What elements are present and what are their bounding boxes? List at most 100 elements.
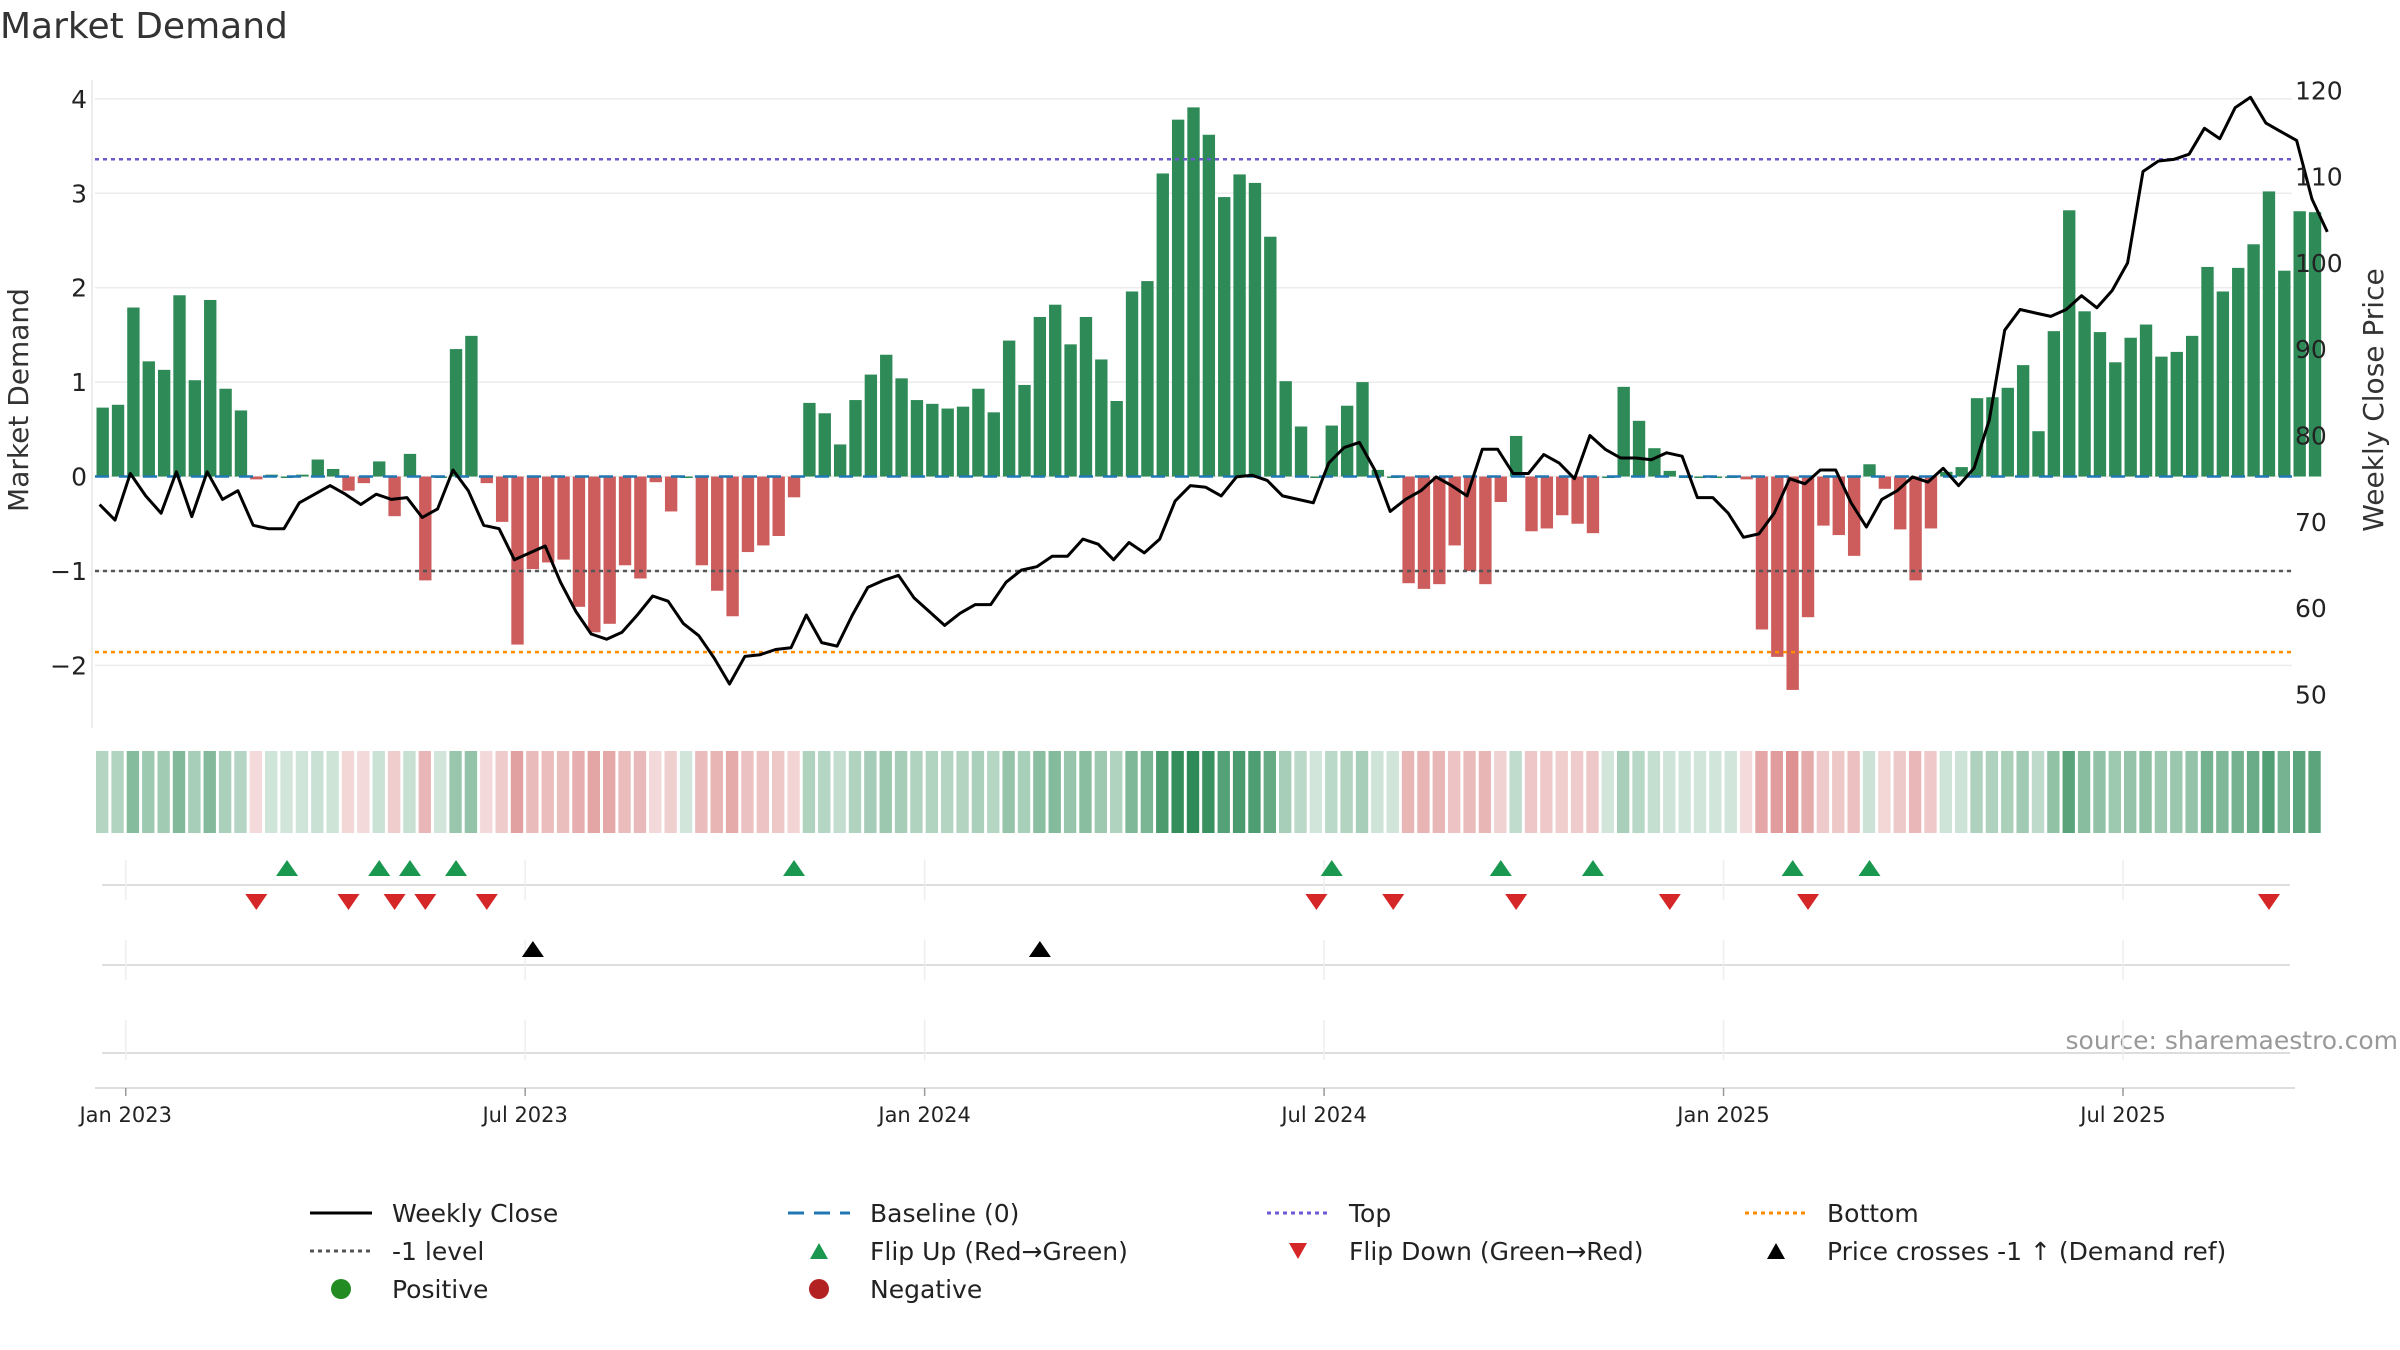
- demand-bar: [864, 374, 878, 477]
- x-tick-label: Jan 2024: [876, 1103, 971, 1127]
- heat-cell: [956, 751, 969, 833]
- demand-bar: [1878, 476, 1892, 489]
- flip-up-marker: [1781, 860, 1804, 876]
- price-cross-marker: [521, 941, 544, 957]
- heat-cell: [1524, 751, 1538, 833]
- flip-up-marker: [1489, 860, 1512, 876]
- heat-cell: [725, 751, 739, 833]
- heat-cell: [848, 751, 862, 833]
- demand-bar: [403, 453, 417, 477]
- heat-cell: [265, 751, 278, 833]
- reference-lines: [95, 158, 2292, 654]
- demand-bar: [2093, 332, 2107, 477]
- y-tick-label: −1: [50, 557, 87, 586]
- demand-bar: [2308, 212, 2322, 477]
- marker-panel-frames: [95, 860, 2295, 1089]
- heat-cell: [1494, 751, 1507, 833]
- demand-bar: [480, 476, 493, 484]
- demand-bar: [2001, 387, 2014, 477]
- demand-bar: [526, 476, 540, 570]
- legend-dotted-line-icon: [1267, 1211, 1329, 1215]
- demand-bar: [1817, 476, 1830, 526]
- demand-bar: [2232, 267, 2245, 477]
- heat-cell: [1601, 751, 1614, 833]
- heat-cell: [541, 751, 554, 833]
- x-tick-label: Jul 2024: [1279, 1103, 1366, 1127]
- legend-dotted-line-icon: [1745, 1211, 1807, 1215]
- heat-cell: [695, 751, 708, 833]
- heat-cell: [188, 751, 201, 833]
- demand-bar: [772, 476, 785, 537]
- legend-label: Top: [1349, 1198, 1392, 1228]
- legend-item-price-cross: Price crosses -1 ↑ (Demand ref): [1745, 1233, 2226, 1269]
- heat-cell: [1371, 751, 1384, 833]
- legend-line-icon: [310, 1211, 372, 1215]
- circle-icon: [331, 1279, 351, 1299]
- demand-bar: [833, 444, 847, 477]
- demand-bar: [1417, 476, 1431, 589]
- demand-bar: [219, 388, 232, 477]
- demand-bar: [664, 476, 678, 512]
- y2-tick-label: 100: [2295, 249, 2343, 278]
- demand-bar: [357, 476, 371, 484]
- heat-cell: [1079, 751, 1092, 833]
- flip-down-marker: [1382, 894, 1405, 910]
- heat-cell: [280, 751, 293, 833]
- flip-up-marker: [276, 860, 299, 876]
- demand-bar: [1141, 281, 1154, 477]
- heat-cell: [1094, 751, 1107, 833]
- heat-cell: [480, 751, 493, 833]
- heat-cell: [434, 751, 447, 833]
- demand-bar: [234, 410, 248, 477]
- flip-down-marker: [1797, 894, 1820, 910]
- demand-bar: [895, 378, 908, 477]
- heat-cell: [710, 751, 723, 833]
- heat-cell: [1955, 751, 1968, 833]
- demand-bar: [1663, 470, 1676, 477]
- heat-cell: [556, 751, 570, 833]
- heat-cell: [2093, 751, 2106, 833]
- heat-cell: [2124, 751, 2137, 833]
- demand-bar: [1340, 405, 1354, 477]
- demand-bar: [1617, 386, 1630, 477]
- heat-cell: [1739, 751, 1753, 833]
- demand-bar: [204, 299, 217, 477]
- demand-bar: [1018, 384, 1031, 477]
- demand-bar: [388, 476, 401, 517]
- legend-label: Negative: [870, 1274, 983, 1304]
- demand-bar: [1125, 291, 1139, 477]
- heat-cell: [802, 751, 816, 833]
- heat-cell: [818, 751, 831, 833]
- demand-bar: [757, 476, 770, 546]
- heat-cell: [2016, 751, 2029, 833]
- heat-cell: [1186, 751, 1200, 833]
- heat-cell: [603, 751, 616, 833]
- legend-label: -1 level: [392, 1236, 485, 1266]
- demand-bar: [956, 406, 970, 477]
- demand-bar: [1310, 476, 1323, 479]
- heat-cell: [941, 751, 954, 833]
- demand-bar: [1571, 476, 1584, 524]
- flip-down-marker: [1305, 894, 1328, 910]
- flip-up-marker: [398, 860, 421, 876]
- demand-bar: [1494, 476, 1507, 503]
- demand-bar: [1202, 134, 1216, 477]
- heat-cell: [1678, 751, 1691, 833]
- flip-down-marker: [1505, 894, 1528, 910]
- demand-bar: [2063, 210, 2076, 477]
- heat-cell: [787, 751, 800, 833]
- demand-bar: [649, 476, 662, 483]
- demand-bar: [1156, 173, 1169, 477]
- market-demand-chart: Market Demand Market Demand Weekly Close…: [0, 6, 2398, 1127]
- demand-bar: [2293, 211, 2306, 477]
- demand-bar: [373, 461, 386, 477]
- heat-cell: [1786, 751, 1799, 833]
- demand-bar: [2216, 291, 2230, 477]
- heat-cell: [418, 751, 431, 833]
- heat-cell: [1724, 751, 1737, 833]
- heat-cell: [864, 751, 877, 833]
- heat-cell: [1386, 751, 1399, 833]
- heat-cell: [1309, 751, 1323, 833]
- legend-label: Flip Up (Red→Green): [870, 1236, 1128, 1266]
- demand-bar: [2047, 331, 2061, 477]
